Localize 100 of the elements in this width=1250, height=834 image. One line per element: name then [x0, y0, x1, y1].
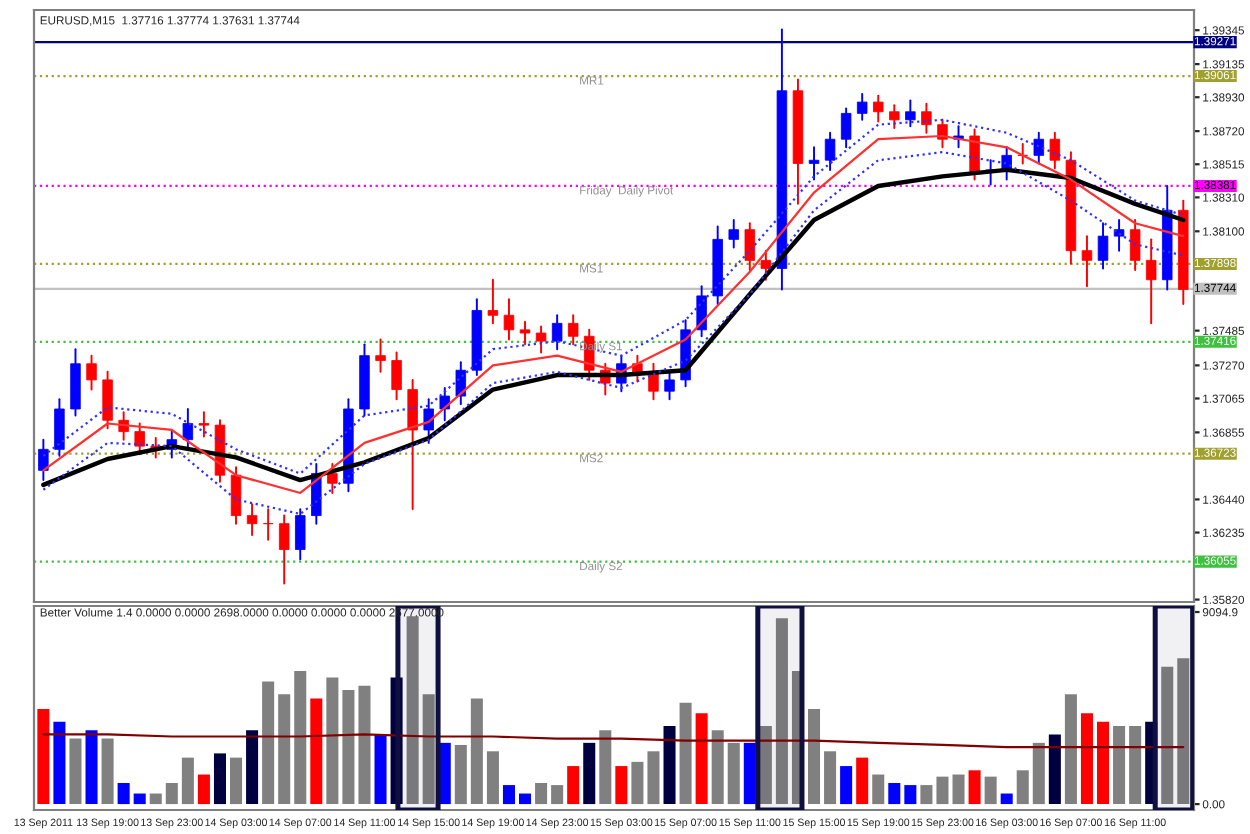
bar [519, 793, 532, 805]
bar [278, 694, 291, 805]
line-series [42, 733, 1185, 749]
candlestick [54, 398, 65, 457]
candlestick [728, 219, 739, 249]
bar [502, 785, 515, 805]
candlestick [295, 508, 306, 561]
candlestick [856, 93, 868, 121]
candlestick [969, 128, 980, 181]
candlestick [567, 314, 579, 346]
bar [727, 742, 740, 805]
bar [406, 616, 419, 805]
candlestick [487, 278, 499, 325]
bar [631, 761, 644, 805]
candlestick [840, 107, 852, 149]
bar [1032, 742, 1045, 805]
bar [69, 738, 82, 805]
bar [1129, 725, 1142, 805]
candlestick [551, 314, 563, 351]
candlestick [246, 503, 258, 536]
bar [358, 685, 371, 805]
candlestick [664, 370, 675, 401]
bar [551, 785, 564, 805]
candlestick [873, 94, 884, 123]
bar [535, 782, 548, 805]
candlestick [808, 146, 820, 181]
bar [984, 776, 997, 805]
bar [888, 782, 901, 805]
candlestick [38, 438, 49, 482]
bar [1145, 721, 1158, 805]
candlestick [278, 514, 290, 585]
candlestick [1129, 219, 1141, 272]
candlestick [70, 348, 81, 417]
candlestick [391, 351, 402, 401]
bar [85, 730, 98, 805]
bar [374, 734, 387, 805]
candlestick [1097, 222, 1109, 270]
bar [647, 751, 660, 805]
bar [936, 776, 949, 805]
bar [310, 698, 323, 805]
bar [711, 730, 724, 805]
candlestick [760, 249, 772, 281]
bar [599, 730, 612, 805]
bar [1000, 793, 1013, 805]
bar [904, 785, 917, 805]
bar [968, 770, 981, 805]
candlestick [102, 370, 113, 430]
bar [390, 677, 403, 805]
candlestick [1145, 238, 1157, 325]
bar [872, 774, 885, 805]
bar [567, 766, 580, 805]
bar [679, 702, 692, 805]
candlestick [824, 131, 836, 171]
candlestick [1033, 131, 1045, 165]
bar [1177, 658, 1190, 805]
bar [486, 751, 499, 805]
candlestick [1017, 143, 1028, 165]
bar [230, 757, 243, 805]
candlestick [535, 325, 547, 354]
bar [213, 753, 226, 805]
candlestick [889, 104, 900, 129]
candlestick [198, 411, 210, 438]
bar [920, 785, 933, 805]
bar [1161, 666, 1174, 805]
bar [840, 766, 853, 805]
candlestick [134, 422, 145, 456]
candlestick [921, 102, 932, 134]
candlestick [182, 408, 194, 449]
candlestick [519, 320, 531, 346]
bar [1048, 734, 1061, 805]
candlestick [86, 354, 97, 391]
bar [759, 725, 772, 805]
bar [422, 694, 435, 805]
bar [952, 774, 965, 805]
bar [454, 744, 467, 805]
bar [1080, 713, 1093, 805]
bar [133, 793, 146, 805]
bar [165, 782, 178, 805]
candlestick [455, 361, 467, 406]
candlestick [1049, 131, 1061, 170]
candlestick [262, 508, 274, 541]
bar [326, 677, 339, 805]
bar [1097, 721, 1110, 805]
bar [791, 671, 804, 805]
candlestick [1113, 219, 1125, 252]
bar [743, 742, 756, 805]
bar [438, 742, 451, 805]
bar [1113, 725, 1126, 805]
bar [808, 709, 821, 805]
bar [294, 671, 307, 805]
bar [856, 757, 869, 805]
bar [37, 709, 50, 805]
candlestick [503, 298, 515, 341]
bar [663, 725, 676, 805]
bar [695, 713, 708, 805]
bar [1064, 694, 1077, 805]
bar [470, 698, 483, 805]
bar [149, 793, 162, 805]
bar [53, 721, 66, 805]
candlestick [375, 338, 386, 373]
